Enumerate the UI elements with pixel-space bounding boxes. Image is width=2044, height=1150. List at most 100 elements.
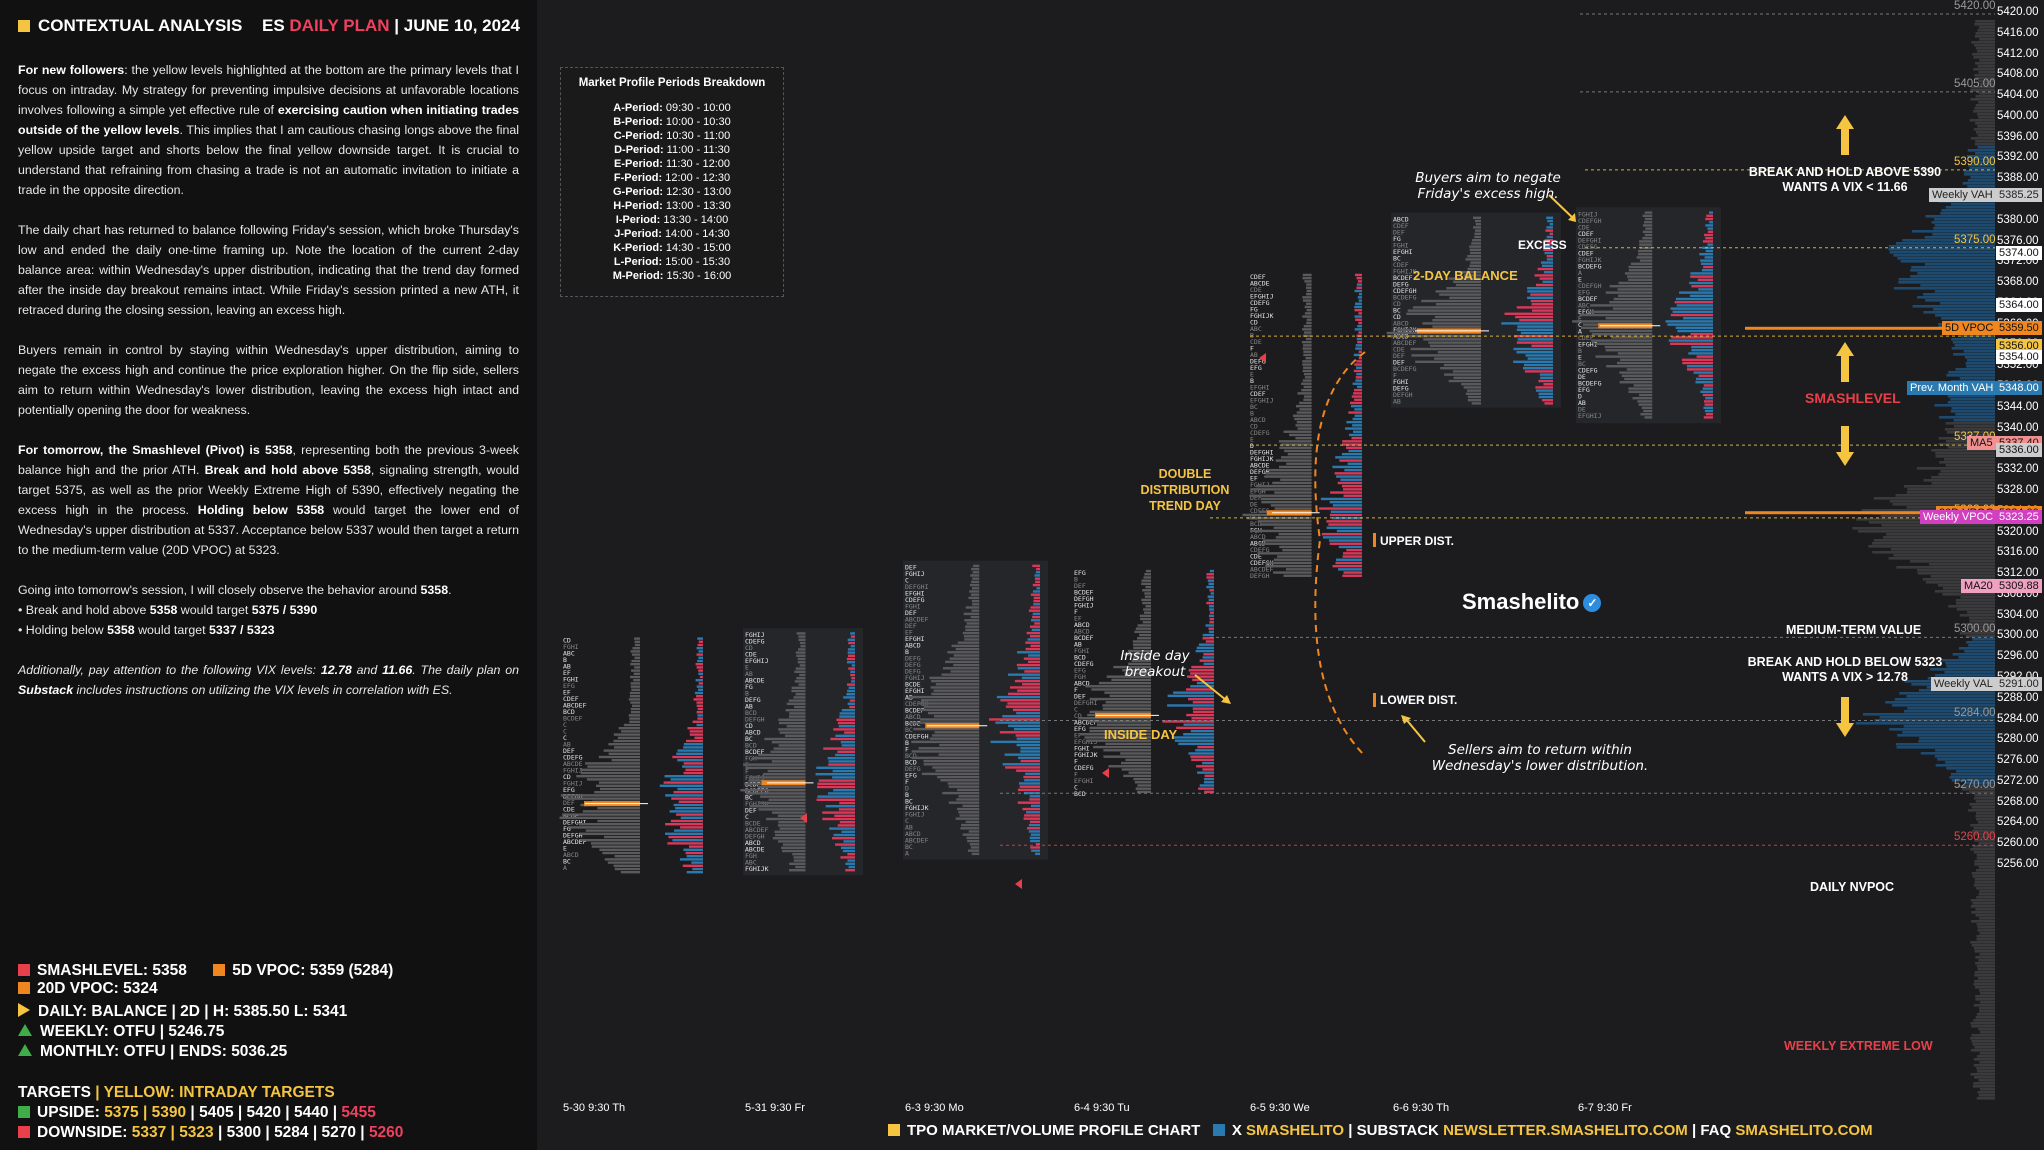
volume-bar bbox=[938, 753, 980, 756]
volume-bar bbox=[972, 577, 980, 580]
volume-bar bbox=[1910, 269, 1995, 272]
delta-bar bbox=[1704, 256, 1713, 259]
delta-bar bbox=[698, 640, 703, 643]
delta-bar bbox=[1174, 739, 1214, 742]
sellers-arrow-head bbox=[1401, 715, 1411, 724]
delta-bar bbox=[1332, 465, 1362, 469]
volume-bar bbox=[1421, 299, 1481, 303]
tpo-letters: EFG bbox=[1074, 725, 1086, 733]
axis-tick-label: 5344.00 bbox=[1997, 400, 2039, 413]
delta-bar bbox=[832, 776, 855, 779]
delta-bar bbox=[1357, 280, 1362, 283]
volume-bar bbox=[634, 637, 640, 640]
delta-bar bbox=[1343, 494, 1362, 497]
volume-bar bbox=[1942, 659, 1995, 662]
volume-bar bbox=[1444, 373, 1481, 376]
volume-bar bbox=[777, 814, 806, 818]
weekly-status: WEEKLY: OTFU | 5246.75 bbox=[18, 1022, 347, 1042]
volume-bar bbox=[1304, 280, 1312, 283]
volume-bar bbox=[1303, 324, 1312, 328]
volume-bar bbox=[798, 635, 806, 638]
period-time: 10:30 - 11:00 bbox=[666, 130, 731, 142]
delta-bar bbox=[683, 743, 703, 746]
tpo-letters: DEFGH bbox=[1250, 572, 1270, 580]
delta-bar bbox=[847, 853, 855, 856]
volume-bar bbox=[568, 826, 640, 829]
delta-bar bbox=[1329, 500, 1362, 504]
tpo-letters: A bbox=[1578, 327, 1582, 335]
delta-bar bbox=[849, 699, 855, 702]
delta-bar bbox=[1329, 542, 1362, 545]
volume-bar bbox=[1970, 176, 1995, 179]
delta-bar bbox=[1516, 328, 1553, 332]
delta-bar bbox=[1016, 769, 1040, 772]
volume-bar bbox=[1903, 725, 1995, 728]
volume-bar bbox=[1976, 938, 1995, 941]
footer-faq-link[interactable]: SMASHELITO.COM bbox=[1735, 1122, 1873, 1139]
volume-bar bbox=[1642, 224, 1653, 227]
tpo-letters: ABCD bbox=[563, 851, 579, 859]
delta-bar bbox=[849, 705, 855, 709]
tpo-letters: CDEFGH bbox=[1578, 217, 1602, 225]
delta-bar bbox=[1542, 280, 1553, 284]
delta-bar bbox=[1191, 717, 1214, 720]
tpo-letters: F bbox=[745, 768, 749, 776]
monthly-status: MONTHLY: OTFU | ENDS: 5036.25 bbox=[18, 1042, 347, 1062]
volume-bar bbox=[1296, 411, 1312, 414]
tpo-letters: BCDEFG bbox=[1393, 365, 1417, 373]
vpoc20-item: 20D VPOC: 5324 bbox=[18, 980, 158, 998]
delta-bar bbox=[1709, 221, 1713, 224]
volume-bar bbox=[1296, 420, 1312, 424]
delta-bar bbox=[696, 666, 703, 669]
delta-bar bbox=[835, 753, 855, 757]
bullet-below-c: would target bbox=[134, 623, 210, 637]
volume-bar bbox=[1934, 224, 1995, 227]
delta-bar bbox=[1021, 676, 1040, 680]
volume-bar bbox=[1102, 707, 1151, 710]
volume-bar bbox=[1893, 254, 1995, 257]
tpo-letters: AB bbox=[1578, 399, 1586, 407]
volume-bar bbox=[630, 707, 640, 711]
tpo-letters: CD bbox=[1393, 313, 1401, 321]
volume-bar bbox=[1970, 1037, 1995, 1040]
volume-bar bbox=[634, 640, 640, 643]
delta-bar bbox=[1015, 734, 1040, 737]
delta-bar bbox=[1709, 211, 1713, 214]
volume-bar bbox=[792, 853, 806, 856]
volume-bar bbox=[1976, 818, 1995, 821]
footer-x-handle[interactable]: SMASHELITO bbox=[1246, 1122, 1345, 1139]
footer-substack-link[interactable]: NEWSLETTER.SMASHELITO.COM bbox=[1443, 1122, 1688, 1139]
delta-bar bbox=[1326, 520, 1362, 523]
delta-bar bbox=[1030, 846, 1040, 849]
volume-bar bbox=[582, 810, 640, 813]
tpo-letters: ABCDE bbox=[1250, 279, 1270, 287]
volume-bar bbox=[1977, 1070, 1995, 1073]
session-shade bbox=[903, 560, 1048, 860]
volume-bar bbox=[1258, 510, 1312, 513]
volume-bar bbox=[1951, 407, 1995, 410]
upper-dist-label: UPPER DIST. bbox=[1380, 534, 1455, 548]
volume-bar bbox=[1906, 491, 1995, 494]
volume-bar bbox=[1467, 395, 1481, 399]
volume-bar bbox=[785, 709, 806, 712]
delta-bar bbox=[1204, 790, 1214, 794]
downside-target: 5323 bbox=[179, 1124, 214, 1141]
volume-bar bbox=[1889, 728, 1995, 731]
delta-bar bbox=[1332, 516, 1362, 520]
tpo-letters: CD bbox=[745, 644, 753, 652]
volume-bar bbox=[1978, 893, 1995, 896]
price-tag-label: MA20 bbox=[1961, 579, 1996, 594]
delta-bar bbox=[1687, 368, 1713, 371]
volume-bar bbox=[1934, 314, 1995, 317]
volume-bar bbox=[1974, 881, 1995, 884]
volume-bar bbox=[793, 859, 806, 862]
delta-bar bbox=[1035, 852, 1040, 856]
volume-bar bbox=[1144, 592, 1151, 595]
tpo-letters: DEF bbox=[563, 799, 575, 807]
volume-bar bbox=[789, 862, 806, 866]
delta-bar bbox=[1023, 791, 1040, 795]
delta-bar bbox=[1336, 558, 1362, 561]
tpo-letters: EFG bbox=[1578, 288, 1590, 296]
tpo-letters: AB bbox=[1393, 398, 1401, 406]
volume-bar bbox=[1920, 752, 1995, 755]
